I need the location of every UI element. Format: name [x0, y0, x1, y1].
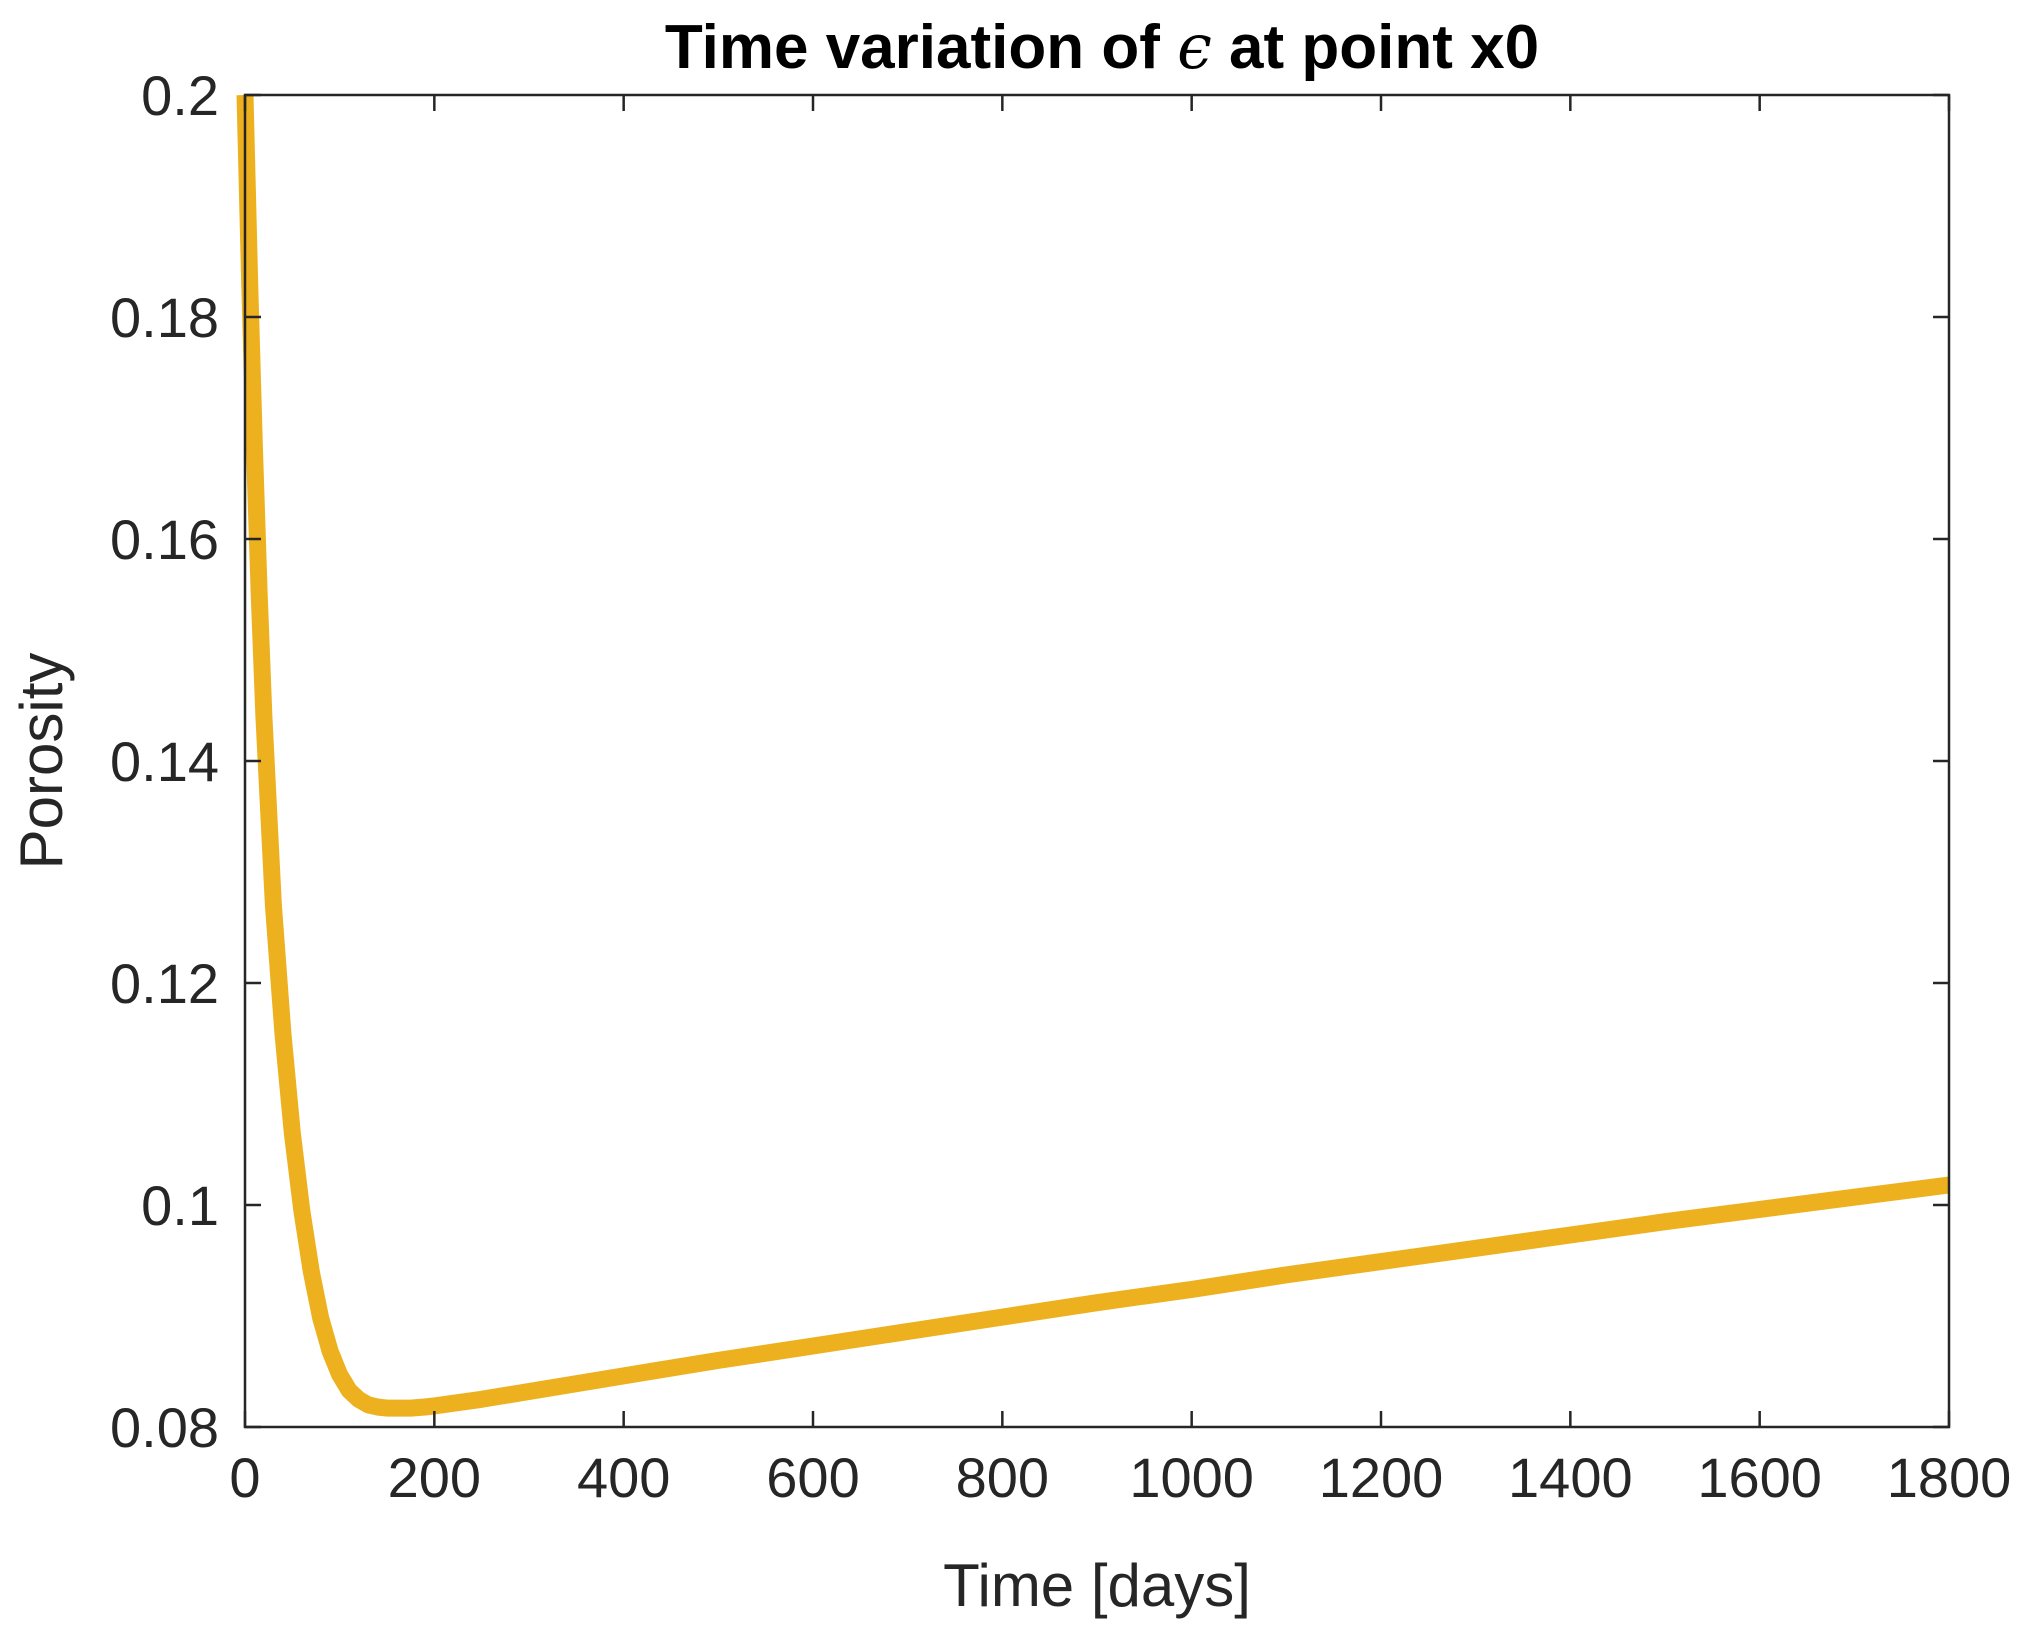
- x-tick-label: 1400: [1508, 1446, 1633, 1509]
- plot-area: [245, 95, 1949, 1427]
- line-layer: [236, 94, 1951, 1417]
- x-tick-label: 200: [388, 1446, 481, 1509]
- y-tick-label: 0.18: [110, 286, 219, 349]
- x-tick-label: 400: [577, 1446, 670, 1509]
- epsilon-symbol: ϵ: [1177, 10, 1212, 83]
- y-tick-label: 0.12: [110, 952, 219, 1015]
- x-tick-label: 1600: [1697, 1446, 1822, 1509]
- y-axis-label: Porosity: [8, 653, 75, 870]
- x-tick-label: 1800: [1887, 1446, 2012, 1509]
- tick-layer: 0 200 400 600 800 1000 1200 1400 1600 1800 0.08 0.1…: [110, 64, 2011, 1509]
- axes-box: [243, 93, 1951, 1429]
- y-tick-label: 0.14: [110, 730, 219, 793]
- x-tick-label: 0: [229, 1446, 260, 1509]
- chart-title-prefix: Time variation of: [665, 13, 1177, 82]
- x-tick-label: 800: [956, 1446, 1049, 1509]
- y-tick-label: 0.2: [141, 64, 219, 127]
- series-line-0: [236, 94, 1951, 1417]
- x-tick-label: 1200: [1319, 1446, 1444, 1509]
- y-tick-label: 0.1: [141, 1174, 219, 1237]
- chart-title-suffix: at point x0: [1212, 13, 1539, 82]
- y-tick-label: 0.08: [110, 1396, 219, 1459]
- x-tick-label: 1000: [1129, 1446, 1254, 1509]
- x-tick-label: 600: [766, 1446, 859, 1509]
- x-axis-label: Time [days]: [943, 1552, 1251, 1619]
- chart-title: Time variation of ϵ at point x0: [665, 10, 1539, 83]
- y-tick-label: 0.16: [110, 508, 219, 571]
